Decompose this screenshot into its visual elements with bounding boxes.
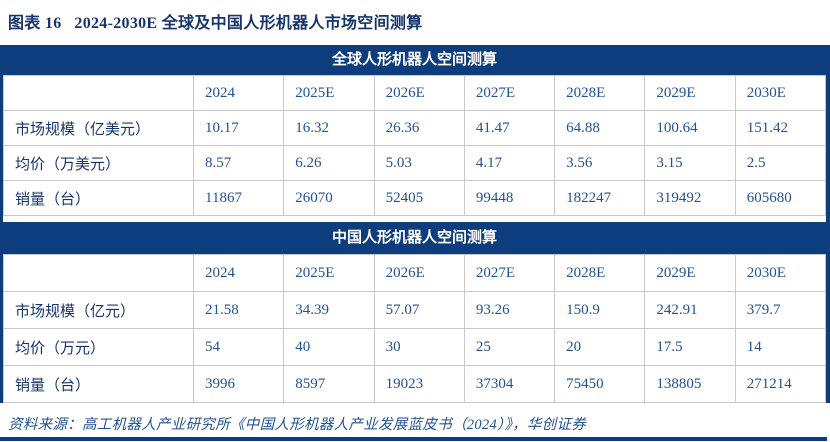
data-cell: 8597 [283, 365, 375, 403]
market-table-frame: 全球人形机器人空间测算 2024 2025E 2026E 2027E 2028E 2029… [0, 45, 830, 403]
data-cell: 26.36 [373, 110, 465, 146]
column-header: 2029E [644, 254, 736, 292]
china-data-table: 2024 2025E 2026E 2027E 2028E 2029E 2030E 市场规模（亿… [3, 254, 827, 403]
china-section-header: 中国人形机器人空间测算 [3, 222, 826, 254]
table-row: 销量（台） 11867 26070 52405 99448 182247 319492 605… [3, 180, 827, 216]
global-section-header: 全球人形机器人空间测算 [3, 45, 826, 75]
year-header-row: 2024 2025E 2026E 2027E 2028E 2029E 2030E [3, 75, 827, 111]
data-cell: 30 [373, 328, 465, 366]
data-cell: 37304 [463, 365, 556, 403]
data-cell: 138805 [644, 365, 736, 403]
column-header: 2027E [463, 254, 556, 292]
data-cell: 319492 [644, 180, 736, 216]
data-cell: 34.39 [283, 291, 375, 329]
data-cell: 3.15 [644, 145, 736, 181]
global-market-section: 全球人形机器人空间测算 2024 2025E 2026E 2027E 2028E 2029… [3, 45, 827, 216]
data-cell: 605680 [734, 180, 827, 216]
row-label: 均价（万美元） [3, 145, 194, 181]
column-header: 2025E [283, 75, 375, 111]
column-header: 2030E [734, 254, 827, 292]
column-header: 2030E [734, 75, 827, 111]
table-row: 销量（台） 3996 8597 19023 37304 75450 138805 271214 [3, 365, 827, 403]
data-cell: 379.7 [734, 291, 827, 329]
data-cell: 6.26 [283, 145, 375, 181]
data-cell: 16.32 [283, 110, 375, 146]
row-label: 市场规模（亿元） [3, 291, 194, 329]
data-cell: 99448 [463, 180, 556, 216]
data-cell: 100.64 [644, 110, 736, 146]
data-cell: 40 [283, 328, 375, 366]
data-cell: 8.57 [192, 145, 285, 181]
table-row: 市场规模（亿美元） 10.17 16.32 26.36 41.47 64.88 100.64… [3, 110, 827, 146]
data-cell: 52405 [373, 180, 465, 216]
data-cell: 151.42 [734, 110, 827, 146]
column-header: 2026E [373, 254, 465, 292]
data-cell: 271214 [734, 365, 827, 403]
column-header: 2027E [463, 75, 556, 111]
data-cell: 3.56 [554, 145, 646, 181]
china-market-section: 中国人形机器人空间测算 2024 2025E 2026E 2027E 2028E 2029… [3, 222, 827, 403]
column-header: 2024 [192, 254, 285, 292]
table-row: 均价（万美元） 8.57 6.26 5.03 4.17 3.56 3.15 2.5 [3, 145, 827, 181]
data-cell: 26070 [283, 180, 375, 216]
data-cell: 150.9 [554, 291, 646, 329]
data-cell: 93.26 [463, 291, 556, 329]
data-cell: 57.07 [373, 291, 465, 329]
column-header: 2028E [554, 254, 646, 292]
data-cell: 3996 [192, 365, 285, 403]
data-cell: 64.88 [554, 110, 646, 146]
row-label: 销量（台） [3, 180, 194, 216]
table-row: 均价（万元） 54 40 30 25 20 17.5 14 [3, 328, 827, 366]
bottom-rule [0, 437, 827, 441]
column-header: 2029E [644, 75, 736, 111]
data-cell: 75450 [554, 365, 646, 403]
data-cell: 182247 [554, 180, 646, 216]
data-cell: 20 [554, 328, 646, 366]
table-row: 市场规模（亿元） 21.58 34.39 57.07 93.26 150.9 242.91 3… [3, 291, 827, 329]
data-cell: 2.5 [734, 145, 827, 181]
column-header: 2025E [283, 254, 375, 292]
data-cell: 21.58 [192, 291, 285, 329]
year-header-row: 2024 2025E 2026E 2027E 2028E 2029E 2030E [3, 254, 827, 292]
row-label-header [3, 254, 194, 292]
data-cell: 5.03 [373, 145, 465, 181]
data-cell: 19023 [373, 365, 465, 403]
row-label-header [3, 75, 194, 111]
data-cell: 54 [192, 328, 285, 366]
column-header: 2024 [192, 75, 285, 111]
data-cell: 14 [734, 328, 827, 366]
data-cell: 17.5 [644, 328, 736, 366]
data-cell: 41.47 [463, 110, 556, 146]
data-cell: 242.91 [644, 291, 736, 329]
source-note: 资料来源：高工机器人产业研究所《中国人形机器人产业发展蓝皮书（2024）》，华创… [8, 417, 587, 433]
row-label: 市场规模（亿美元） [3, 110, 194, 146]
data-cell: 11867 [192, 180, 285, 216]
row-label: 均价（万元） [3, 328, 194, 366]
column-header: 2026E [373, 75, 465, 111]
data-cell: 25 [463, 328, 556, 366]
row-label: 销量（台） [3, 365, 194, 403]
data-cell: 10.17 [192, 110, 285, 146]
data-cell: 4.17 [463, 145, 556, 181]
global-data-table: 2024 2025E 2026E 2027E 2028E 2029E 2030E 市场规模（亿… [3, 75, 827, 216]
figure-title: 图表 16 2024-2030E 全球及中国人形机器人市场空间测算 [8, 15, 423, 32]
column-header: 2028E [554, 75, 646, 111]
